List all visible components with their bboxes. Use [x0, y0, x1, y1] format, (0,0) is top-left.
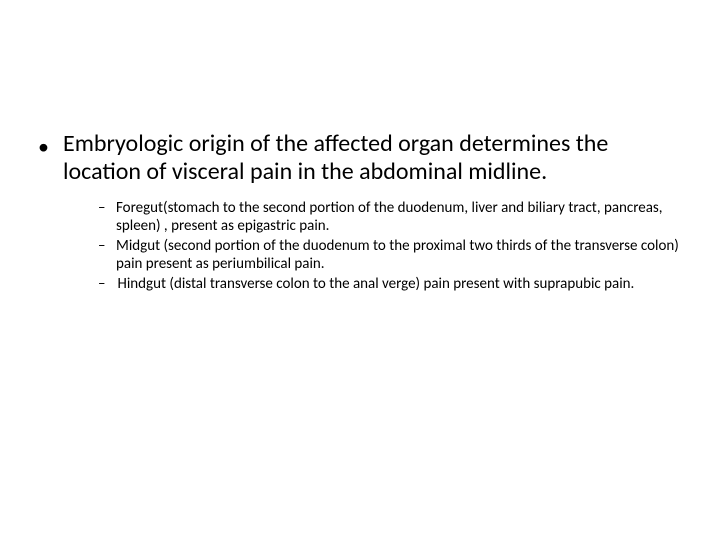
sub-bullet-list: – Foregut(stomach to the second portion … [38, 199, 690, 293]
sub-bullet-item: – Midgut (second portion of the duodenum… [98, 237, 690, 273]
sub-bullet-item: – Foregut(stomach to the second portion … [98, 199, 690, 235]
sub-bullet-item: – Hindgut (distal transverse colon to th… [98, 275, 690, 293]
bullet-marker: • [38, 130, 63, 185]
dash-marker: – [98, 237, 116, 273]
main-bullet-text: Embryologic origin of the affected organ… [63, 130, 690, 185]
main-bullet-item: • Embryologic origin of the affected org… [38, 130, 690, 185]
dash-marker: – [98, 199, 116, 235]
sub-bullet-text: Midgut (second portion of the duodenum t… [116, 237, 690, 273]
sub-bullet-text: Foregut(stomach to the second portion of… [116, 199, 690, 235]
dash-marker: – [98, 275, 117, 293]
sub-bullet-text: Hindgut (distal transverse colon to the … [117, 275, 634, 293]
